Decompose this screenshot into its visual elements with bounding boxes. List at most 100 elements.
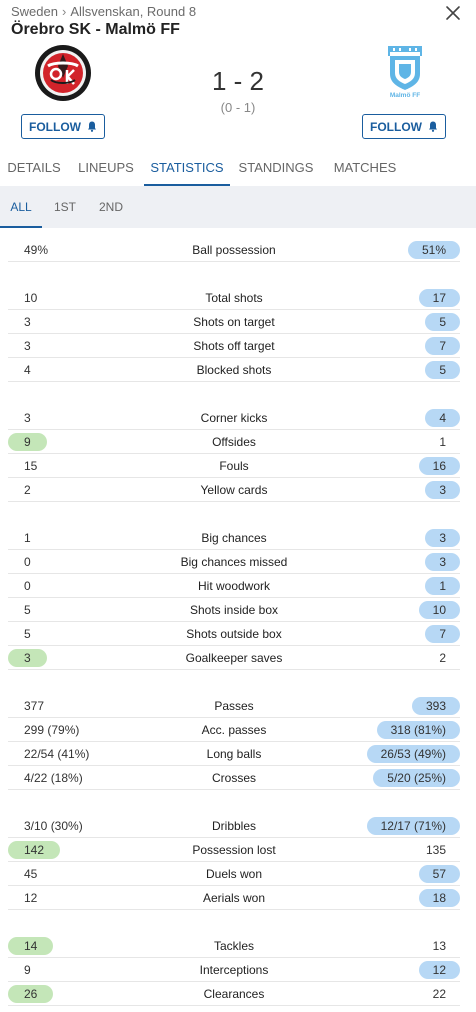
stat-row: Blocked shots 4 5: [8, 358, 460, 382]
stat-home-value: 3/10 (30%): [24, 819, 83, 833]
tab-matches[interactable]: MATCHES: [333, 159, 397, 175]
match-header: Sweden › Allsvenskan, Round 8 Örebro SK …: [0, 0, 476, 148]
stat-name: Crosses: [211, 771, 256, 785]
away-team-logo[interactable]: Malmö FF: [384, 42, 426, 102]
stat-away-value: 12: [418, 961, 460, 979]
stat-name: Dribbles: [211, 819, 256, 833]
away-logo-wordmark: Malmö FF: [390, 92, 420, 99]
stat-name: Yellow cards: [200, 483, 268, 497]
stat-row: Acc. passes 299 (79%) 318 (81%): [8, 718, 460, 742]
stat-name: Big chances: [201, 531, 267, 545]
stat-row: Passes 377 393: [8, 694, 460, 718]
bell-icon: [428, 121, 437, 132]
stat-row: Long balls 22/54 (41%) 26/53 (49%): [8, 742, 460, 766]
stat-row: Ball possession 49% 51%: [8, 238, 460, 262]
stat-home-value: 9: [24, 963, 31, 977]
stat-name: Corner kicks: [200, 411, 268, 425]
stat-away-value: 1: [425, 577, 460, 595]
stat-name: Total shots: [205, 291, 263, 305]
tab-standings[interactable]: STANDINGS: [238, 159, 314, 175]
stat-home-value: 142: [8, 841, 61, 859]
stat-row: Shots outside box 5 7: [8, 622, 460, 646]
tab-statistics[interactable]: STATISTICS: [144, 148, 230, 186]
stat-name: Interceptions: [199, 963, 269, 977]
stat-row: Crosses 4/22 (18%) 5/20 (25%): [8, 766, 460, 790]
stat-home-value: 4/22 (18%): [24, 771, 83, 785]
breadcrumb: Sweden › Allsvenskan, Round 8: [11, 4, 196, 19]
close-icon[interactable]: [444, 4, 462, 22]
stat-home-value: 299 (79%): [24, 723, 80, 737]
main-tabs: DETAILS LINEUPS STATISTICS STANDINGS MAT…: [0, 148, 476, 186]
follow-away-button[interactable]: FOLLOW: [362, 114, 446, 139]
stat-name: Tackles: [213, 939, 254, 953]
stat-away-value: 18: [418, 889, 460, 907]
stat-away-value: 10: [418, 601, 460, 619]
stat-row: Shots on target 3 5: [8, 310, 460, 334]
stat-away-value: 22: [432, 987, 446, 1001]
stat-row: Duels won 45 57: [8, 862, 460, 886]
home-team-logo[interactable]: [34, 44, 92, 102]
stat-row: Shots off target 3 7: [8, 334, 460, 358]
stat-name: Possession lost: [192, 843, 276, 857]
stat-home-value: 0: [24, 555, 31, 569]
stat-name: Duels won: [205, 867, 263, 881]
stat-home-value: 4: [24, 363, 31, 377]
breadcrumb-country[interactable]: Sweden: [11, 4, 58, 19]
follow-home-button[interactable]: FOLLOW: [21, 114, 105, 139]
stat-name: Clearances: [203, 987, 265, 1001]
stat-away-value: 1: [439, 435, 446, 449]
follow-home-label: FOLLOW: [29, 119, 81, 134]
stat-row: Aerials won 12 18: [8, 886, 460, 910]
stat-away-value: 5: [425, 361, 460, 379]
stat-home-value: 5: [24, 627, 31, 641]
subtab-1st[interactable]: 1ST: [53, 200, 76, 214]
stat-name: Goalkeeper saves: [185, 651, 283, 665]
stat-away-value: 16: [418, 457, 460, 475]
stat-away-value: 7: [425, 337, 460, 355]
stat-home-value: 49%: [24, 243, 49, 257]
tab-details[interactable]: DETAILS: [7, 159, 61, 175]
stat-row: Goalkeeper saves 3 2: [8, 646, 460, 670]
bell-icon: [87, 121, 96, 132]
stat-home-value: 5: [24, 603, 31, 617]
stat-row: Offsides 9 1: [8, 430, 460, 454]
stat-row: Yellow cards 2 3: [8, 478, 460, 502]
stat-home-value: 3: [24, 315, 31, 329]
subtab-all[interactable]: ALL: [0, 186, 42, 228]
tab-lineups[interactable]: LINEUPS: [78, 159, 134, 175]
stat-away-value: 7: [425, 625, 460, 643]
stat-row: Shots inside box 5 10: [8, 598, 460, 622]
stat-away-value: 17: [418, 289, 460, 307]
stat-name: Blocked shots: [196, 363, 272, 377]
stat-away-value: 135: [425, 843, 446, 857]
stat-name: Long balls: [206, 747, 262, 761]
period-tabs: ALL 1ST 2ND: [0, 186, 476, 228]
stat-home-value: 15: [24, 459, 38, 473]
stat-row: Fouls 15 16: [8, 454, 460, 478]
match-title: Örebro SK - Malmö FF: [11, 21, 180, 38]
stat-away-value: 4: [425, 409, 460, 427]
stat-row: Hit woodwork 0 1: [8, 574, 460, 598]
follow-away-label: FOLLOW: [370, 119, 422, 134]
subtab-2nd[interactable]: 2ND: [98, 200, 123, 214]
breadcrumb-league[interactable]: Allsvenskan, Round 8: [70, 4, 197, 19]
stat-home-value: 377: [24, 699, 45, 713]
stat-away-value: 3: [425, 529, 460, 547]
stat-row: Clearances 26 22: [8, 982, 460, 1006]
stat-row: Interceptions 9 12: [8, 958, 460, 982]
match-score: 1 - 2: [211, 66, 265, 96]
stat-name: Fouls: [219, 459, 249, 473]
stat-name: Aerials won: [202, 891, 266, 905]
stat-name: Shots off target: [193, 339, 275, 353]
stat-home-value: 3: [24, 339, 31, 353]
stat-away-value: 12/17 (71%): [366, 817, 460, 835]
halftime-score: (0 - 1): [220, 100, 256, 115]
stat-home-value: 0: [24, 579, 31, 593]
stat-home-value: 3: [24, 411, 31, 425]
stat-away-value: 57: [418, 865, 460, 883]
breadcrumb-separator: ›: [61, 4, 67, 19]
stat-row: Big chances missed 0 3: [8, 550, 460, 574]
stat-home-value: 2: [24, 483, 31, 497]
stat-home-value: 1: [24, 531, 31, 545]
stat-row: Tackles 14 13: [8, 934, 460, 958]
